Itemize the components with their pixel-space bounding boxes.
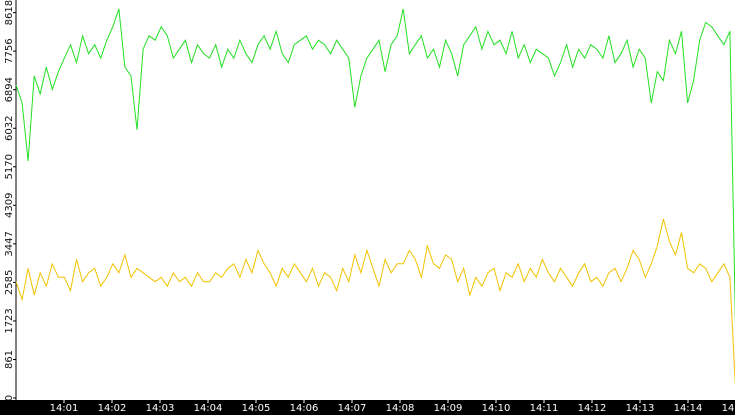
y-tick-label: 2585 (4, 270, 15, 295)
y-tick-label: 5170 (4, 154, 15, 179)
y-tick-label: 6894 (4, 77, 15, 102)
x-tick-label: 14:13 (626, 403, 655, 414)
y-tick-label: 0 (4, 395, 15, 401)
x-tick-label: 14:10 (482, 403, 511, 414)
x-tick-label: 14:12 (578, 403, 607, 414)
y-tick-label: 3447 (4, 231, 15, 256)
x-tick-label: 14:05 (242, 403, 271, 414)
x-tick-label: 14:07 (338, 403, 367, 414)
x-tick-label: 14:02 (98, 403, 127, 414)
x-axis-band (0, 400, 735, 415)
x-tick-label: 14:03 (146, 403, 175, 414)
x-tick-label: 14:09 (434, 403, 463, 414)
y-tick-label: 1723 (4, 308, 15, 333)
y-tick-label: 861 (4, 350, 15, 369)
x-tick-label: 14:14 (674, 403, 703, 414)
series-line (15, 218, 735, 389)
y-tick-label: 7756 (4, 38, 15, 63)
x-tick-label: 14:06 (290, 403, 319, 414)
x-tick-label: 14:04 (194, 403, 223, 414)
x-tick-label: 14:11 (530, 403, 559, 414)
x-tick-label: 14:08 (386, 403, 415, 414)
y-tick-label: 6032 (4, 116, 15, 141)
series-line (15, 8, 735, 327)
x-tick-label: 14:15 (722, 403, 735, 414)
y-tick-label: 4309 (4, 193, 15, 218)
y-tick-label: 8618 (4, 0, 15, 25)
x-tick-label: 14:01 (50, 403, 79, 414)
